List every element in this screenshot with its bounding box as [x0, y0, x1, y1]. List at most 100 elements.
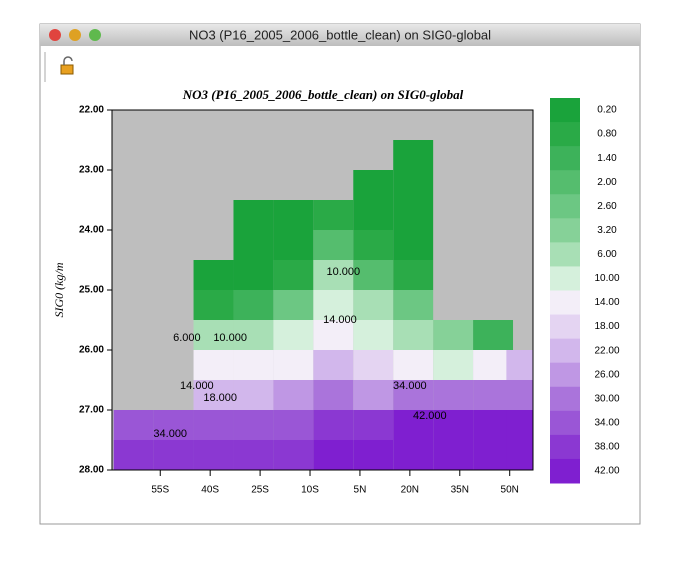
- cell: [433, 380, 474, 410]
- y-tick-label: 25.00: [79, 285, 104, 296]
- cell: [353, 230, 394, 260]
- cell: [473, 320, 514, 350]
- cell: [273, 380, 314, 410]
- cell: [193, 260, 234, 290]
- colorbar-label: 1.40: [597, 153, 617, 164]
- cell: [233, 200, 274, 230]
- cell: [313, 410, 354, 440]
- cell: [433, 320, 474, 350]
- y-tick-label: 22.00: [79, 105, 104, 116]
- colorbar-swatch: [550, 410, 580, 436]
- minimize-button[interactable]: [69, 29, 81, 41]
- contour-label: 34.000: [393, 380, 427, 392]
- cell: [353, 440, 394, 470]
- x-tick-label: 40S: [201, 485, 219, 496]
- x-tick-label: 10S: [301, 485, 319, 496]
- colorbar-label: 10.00: [594, 273, 619, 284]
- cell: [313, 290, 354, 320]
- title-bar: [40, 24, 640, 46]
- y-axis-label: SIG0 (kg/m: [52, 262, 66, 317]
- cell: [233, 290, 274, 320]
- cell: [313, 320, 354, 350]
- cell: [233, 410, 274, 440]
- colorbar-label: 38.00: [594, 442, 619, 453]
- cell: [393, 320, 434, 350]
- cell: [313, 380, 354, 410]
- cell: [353, 200, 394, 230]
- colorbar-label: 2.60: [597, 201, 617, 212]
- cell: [353, 320, 394, 350]
- cell: [353, 290, 394, 320]
- colorbar-swatch: [550, 194, 580, 219]
- cell: [393, 200, 434, 230]
- cell: [273, 260, 314, 290]
- colorbar-label: 18.00: [594, 321, 619, 332]
- cell: [233, 380, 274, 410]
- colorbar-label: 34.00: [594, 417, 619, 428]
- cell: [233, 260, 274, 290]
- cell: [273, 290, 314, 320]
- colorbar-label: 42.00: [594, 466, 619, 477]
- cell: [273, 230, 314, 260]
- y-tick-label: 26.00: [79, 345, 104, 356]
- cell: [273, 440, 314, 470]
- colorbar-swatch: [550, 458, 580, 484]
- cell: [393, 380, 434, 410]
- colorbar-swatch: [550, 122, 580, 147]
- cell: [393, 170, 434, 200]
- x-tick-label: 55S: [151, 485, 169, 496]
- y-tick-label: 24.00: [79, 225, 104, 236]
- cell: [193, 320, 234, 350]
- colorbar-swatch: [550, 338, 580, 364]
- cell: [353, 410, 394, 440]
- colorbar-swatch: [550, 218, 580, 243]
- x-tick-label: 20N: [401, 485, 419, 496]
- colorbar-swatch: [550, 434, 580, 460]
- contour-label: 42.000: [413, 410, 447, 422]
- cell: [233, 350, 274, 380]
- lock-icon[interactable]: [60, 56, 74, 75]
- cell: [353, 350, 394, 380]
- cell: [393, 410, 434, 440]
- cell: [393, 140, 434, 170]
- colorbar-swatch: [550, 266, 580, 291]
- cell: [153, 410, 194, 440]
- colorbar-label: 14.00: [594, 297, 619, 308]
- contour-label: 18.000: [203, 392, 237, 404]
- cell: [353, 260, 394, 290]
- colorbar-label: 0.20: [597, 105, 617, 116]
- cell: [153, 440, 194, 470]
- colorbar-swatch: [550, 98, 580, 123]
- y-tick-label: 28.00: [79, 465, 104, 476]
- cell: [506, 380, 533, 410]
- cell: [313, 350, 354, 380]
- colorbar-swatch: [550, 242, 580, 267]
- cell: [233, 320, 274, 350]
- cell: [393, 350, 434, 380]
- cell: [433, 440, 474, 470]
- chart-title: NO3 (P16_2005_2006_bottle_clean) on SIG0…: [182, 87, 464, 102]
- window-title: NO3 (P16_2005_2006_bottle_clean) on SIG0…: [189, 27, 491, 42]
- cell: [393, 440, 434, 470]
- x-tick-label: 50N: [501, 485, 519, 496]
- x-tick-label: 25S: [251, 485, 269, 496]
- cell: [273, 320, 314, 350]
- colorbar-label: 26.00: [594, 369, 619, 380]
- cell: [313, 440, 354, 470]
- colorbar-label: 0.80: [597, 129, 617, 140]
- colorbar-swatch: [550, 386, 580, 412]
- contour-label: 14.000: [323, 314, 357, 326]
- cell: [113, 410, 154, 440]
- colorbar-label: 3.20: [597, 225, 617, 236]
- colorbar-label: 2.00: [597, 177, 617, 188]
- x-tick-label: 5N: [354, 485, 367, 496]
- cell: [313, 230, 354, 260]
- colorbar-swatch: [550, 362, 580, 388]
- zoom-button[interactable]: [89, 29, 101, 41]
- cell: [273, 200, 314, 230]
- cell: [433, 410, 474, 440]
- close-button[interactable]: [49, 29, 61, 41]
- contour-label: 34.000: [153, 428, 187, 440]
- cell: [353, 170, 394, 200]
